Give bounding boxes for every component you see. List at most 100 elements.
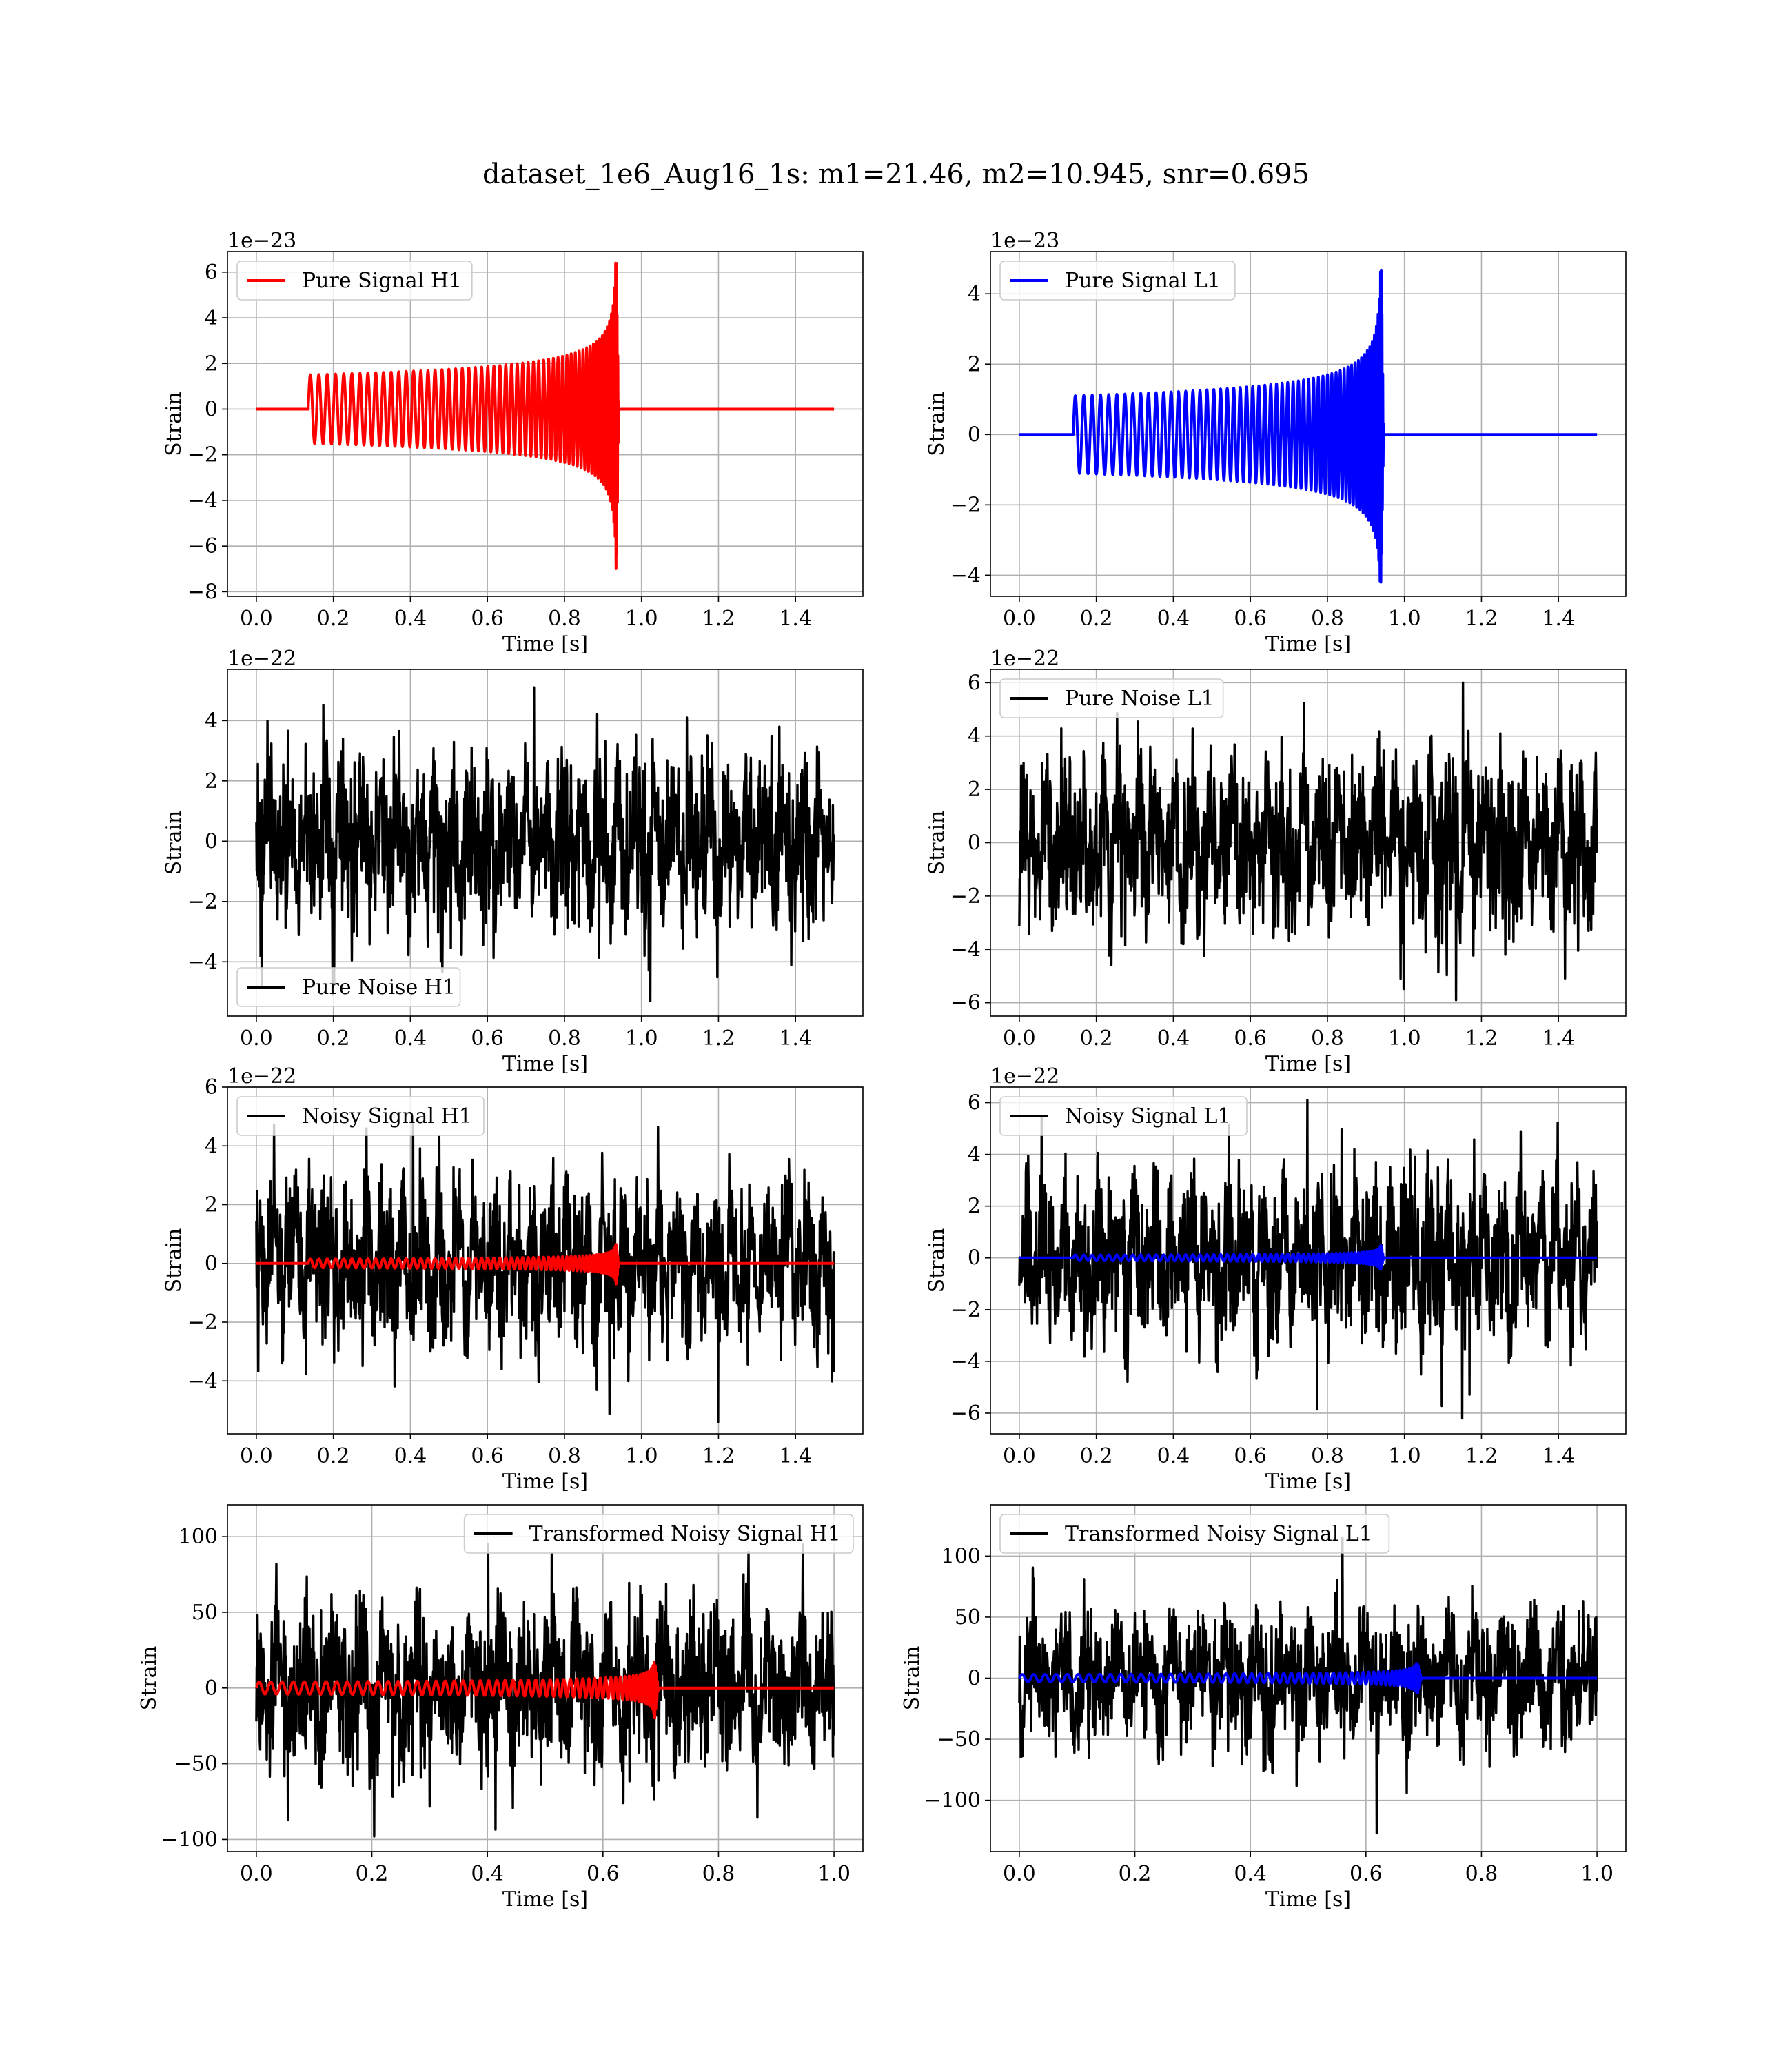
x-tick-label: 0.0 [1003, 1026, 1036, 1051]
x-tick-label: 1.0 [625, 607, 658, 631]
legend: Pure Noise L1 [999, 678, 1224, 718]
x-axis-label: Time [s] [1265, 632, 1351, 656]
y-tick-label: 6 [205, 261, 218, 285]
y-tick-label: −6 [950, 1401, 981, 1426]
y-axis-label: Strain [137, 1646, 161, 1711]
x-tick-label: 0.8 [548, 1026, 581, 1051]
plot-area [254, 1543, 835, 1838]
y-axis-label: Strain [162, 392, 186, 456]
plot-area [1018, 1537, 1598, 1835]
x-tick-label: 0.8 [1465, 1862, 1498, 1886]
legend-label: Noisy Signal H1 [302, 1104, 472, 1128]
y-tick-label: −4 [187, 489, 218, 513]
x-tick-label: 0.0 [1003, 1444, 1036, 1468]
y-tick-label: −4 [950, 937, 981, 962]
legend: Transformed Noisy Signal L1 [999, 1514, 1390, 1554]
series-line-overlay-1 [255, 1243, 835, 1286]
axes-frame [227, 251, 864, 597]
plot-area [255, 261, 835, 570]
y-tick-label: 2 [205, 352, 218, 376]
x-tick-label: 1.4 [1542, 1026, 1575, 1051]
series-line-pure-signal-h1 [255, 261, 835, 570]
y-tick-label: 0 [968, 831, 981, 855]
y-tick-label: 4 [205, 306, 218, 330]
axes-frame [990, 251, 1627, 597]
series-line-transformed-noisy-signal-h1 [255, 1543, 835, 1838]
x-tick-label: 0.2 [1080, 607, 1113, 631]
y-tick-label: 2 [968, 778, 981, 802]
y-axis-label: Strain [925, 811, 949, 875]
x-tick-label: 0.2 [317, 607, 350, 631]
series-line-noisy-signal-h1 [255, 1115, 835, 1423]
x-tick-label: 0.4 [394, 1444, 427, 1468]
axes-frame [227, 669, 864, 1017]
series-line-overlay-1 [1018, 1662, 1598, 1694]
x-tick-label: 0.6 [1234, 1026, 1267, 1051]
subplot-pure-noise-l1: 0.0 0.2 0.4 0.6 0.8 1.0 1.2 1.4 −6 −4 −2 0 2 4 6 Time [… [925, 647, 1627, 1076]
y-tick-label: 2 [205, 769, 218, 793]
x-tick-label: 1.4 [779, 1444, 812, 1468]
legend-box [999, 1096, 1248, 1136]
legend-box [236, 261, 473, 301]
legend: Noisy Signal H1 [236, 1096, 485, 1136]
y-tick-label: −8 [187, 580, 218, 604]
legend-label: Pure Signal H1 [302, 269, 462, 293]
legend-label: Pure Noise L1 [1065, 687, 1214, 711]
y-tick-label: 0 [968, 423, 981, 447]
axis-offset-text: 1e−23 [227, 229, 296, 253]
x-tick-label: 0.4 [1157, 607, 1190, 631]
x-tick-label: 0.2 [1080, 1026, 1113, 1051]
x-tick-label: 0.8 [1311, 1444, 1344, 1468]
subplot-pure-signal-l1: 0.0 0.2 0.4 0.6 0.8 1.0 1.2 1.4 −4 −2 0 2 4 Time [s] S… [925, 229, 1627, 656]
legend: Pure Noise H1 [236, 967, 461, 1007]
x-tick-label: 0.6 [1234, 1444, 1267, 1468]
y-axis-label: Strain [900, 1646, 924, 1711]
subplot-pure-noise-h1: 0.0 0.2 0.4 0.6 0.8 1.0 1.2 1.4 −4 −2 0 2 4 Time [s] S… [162, 647, 864, 1076]
y-tick-label: 4 [968, 282, 981, 306]
y-axis-label: Strain [925, 392, 949, 456]
x-tick-label: 1.2 [1465, 607, 1498, 631]
axes-frame [990, 1086, 1627, 1435]
x-axis-label: Time [s] [1265, 1470, 1351, 1494]
y-tick-label: 50 [955, 1605, 981, 1630]
x-tick-label: 0.0 [240, 1862, 273, 1886]
y-tick-label: −50 [937, 1727, 981, 1752]
axes-frame [227, 1504, 864, 1852]
axes-frame [227, 1086, 864, 1435]
x-tick-label: 0.0 [1003, 1862, 1036, 1886]
y-tick-label: −2 [950, 1298, 981, 1322]
x-tick-label: 0.8 [548, 1444, 581, 1468]
series-line-pure-signal-l1 [1018, 268, 1598, 584]
x-axis-label: Time [s] [502, 632, 588, 656]
x-tick-label: 0.0 [240, 1026, 273, 1051]
x-tick-label: 0.4 [1157, 1026, 1190, 1051]
x-tick-label: 0.6 [1234, 607, 1267, 631]
y-tick-label: 2 [968, 352, 981, 376]
y-tick-label: 0 [968, 1667, 981, 1691]
y-tick-label: 0 [205, 1252, 218, 1276]
y-tick-label: −2 [187, 1310, 218, 1335]
plot-area [1018, 681, 1598, 1002]
x-tick-label: 1.0 [817, 1862, 851, 1886]
plot-area [1018, 268, 1598, 584]
x-tick-label: 0.0 [1003, 607, 1036, 631]
legend-label: Transformed Noisy Signal L1 [1065, 1522, 1372, 1546]
x-tick-label: 0.4 [394, 1026, 427, 1051]
y-tick-label: 0 [968, 1246, 981, 1270]
y-tick-label: 6 [968, 671, 981, 695]
y-tick-label: 2 [205, 1193, 218, 1217]
x-tick-label: 1.0 [625, 1444, 658, 1468]
x-axis-label: Time [s] [502, 1887, 588, 1912]
subplot-noisy-signal-h1: 0.0 0.2 0.4 0.6 0.8 1.0 1.2 1.4 −4 −2 0 2 4 6 Time [s]… [162, 1064, 864, 1494]
x-tick-label: 0.6 [471, 607, 504, 631]
legend: Noisy Signal L1 [999, 1096, 1248, 1136]
y-tick-label: −4 [950, 1350, 981, 1374]
x-tick-label: 0.0 [240, 1444, 273, 1468]
x-tick-label: 1.2 [1465, 1444, 1498, 1468]
y-tick-label: 100 [941, 1544, 981, 1568]
legend-box [236, 967, 461, 1007]
plot-area [255, 1115, 835, 1423]
x-tick-label: 1.0 [1388, 607, 1421, 631]
y-tick-label: 50 [192, 1601, 218, 1625]
y-tick-label: −100 [161, 1827, 218, 1852]
